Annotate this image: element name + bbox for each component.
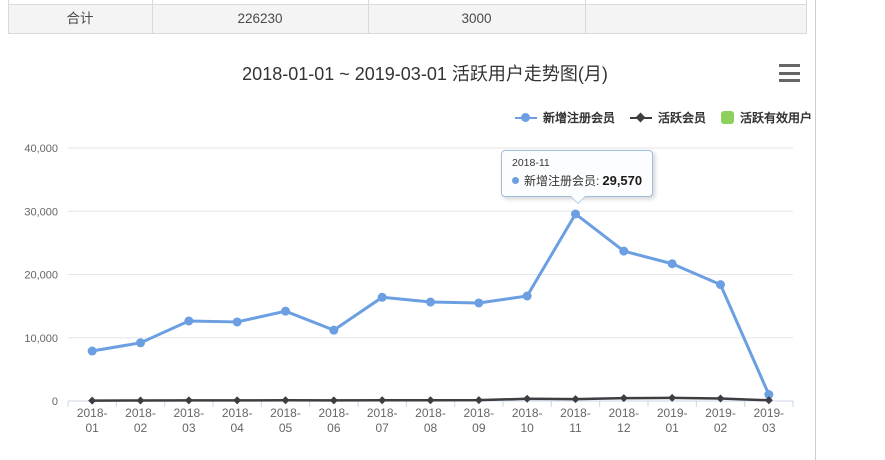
x-axis-label: 2018-07 (367, 406, 398, 435)
hamburger-icon (779, 64, 800, 67)
data-point-活跃会员[interactable] (329, 396, 338, 405)
x-axis-label: 2018-01 (77, 406, 108, 435)
table-border (8, 0, 9, 34)
x-axis-label: 2019-01 (657, 406, 688, 435)
tooltip-value: 29,570 (602, 173, 643, 188)
data-point-新增注册会员[interactable] (184, 316, 194, 326)
data-point-活跃会员[interactable] (571, 395, 580, 404)
legend-item-active-members[interactable]: 活跃会员 (629, 109, 706, 126)
data-point-新增注册会员[interactable] (571, 209, 580, 219)
data-point-活跃会员[interactable] (474, 396, 483, 405)
data-point-活跃会员[interactable] (764, 396, 773, 405)
totals-row-bottom-border (8, 33, 807, 34)
table-border (152, 0, 153, 34)
chart-tooltip: 2018-11 新增注册会员: 29,570 (501, 150, 654, 204)
x-axis-label: 2019-02 (705, 406, 736, 435)
data-point-活跃会员[interactable] (378, 396, 387, 405)
x-axis-label: 2018-02 (125, 406, 156, 435)
data-point-新增注册会员[interactable] (281, 306, 290, 316)
data-point-活跃会员[interactable] (426, 396, 435, 405)
data-point-活跃会员[interactable] (88, 396, 97, 405)
data-point-活跃会员[interactable] (136, 396, 145, 405)
totals-new-members-cell: 226230 (237, 11, 283, 26)
data-point-新增注册会员[interactable] (764, 390, 774, 400)
tooltip-colon: : (596, 173, 600, 188)
hamburger-icon (779, 79, 800, 82)
legend-item-new-members[interactable]: 新增注册会员 (514, 109, 615, 126)
y-axis-label: 20,000 (24, 270, 58, 282)
legend-label: 活跃会员 (657, 111, 706, 125)
y-axis-label: 10,000 (24, 333, 58, 345)
legend-label: 活跃有效用户 (739, 111, 812, 125)
data-point-活跃会员[interactable] (619, 394, 628, 403)
data-point-活跃会员[interactable] (281, 396, 290, 405)
legend-item-active-valid-users[interactable]: 活跃有效用户 (720, 109, 812, 126)
y-axis-label: 0 (52, 396, 58, 408)
square-marker-icon (720, 111, 734, 124)
hamburger-icon (779, 71, 800, 75)
tooltip-header: 2018-11 (512, 157, 550, 169)
data-point-新增注册会员[interactable] (426, 297, 435, 307)
tooltip-series-label: 新增注册会员 (524, 174, 597, 188)
data-point-活跃会员[interactable] (233, 396, 242, 405)
data-point-新增注册会员[interactable] (329, 325, 339, 335)
x-axis-label: 2018-04 (222, 406, 253, 435)
x-axis-label: 2018-08 (415, 406, 446, 435)
table-border (806, 0, 807, 34)
totals-row (9, 5, 806, 33)
data-point-活跃会员[interactable] (523, 394, 532, 403)
x-axis-label: 2018-05 (270, 406, 301, 435)
x-axis-label: 2018-12 (608, 406, 639, 435)
data-point-新增注册会员[interactable] (667, 259, 677, 269)
data-point-新增注册会员[interactable] (136, 338, 145, 348)
page-right-border (815, 0, 816, 460)
legend-label: 新增注册会员 (542, 111, 615, 125)
tooltip-series-dot-icon (512, 177, 519, 184)
data-point-活跃会员[interactable] (668, 393, 677, 402)
totals-active-members-cell: 3000 (461, 11, 492, 26)
x-axis-label: 2018-06 (318, 406, 349, 435)
line-diamond-marker-icon (629, 112, 652, 124)
data-point-新增注册会员[interactable] (87, 346, 97, 356)
data-point-新增注册会员[interactable] (619, 246, 629, 256)
line-circle-marker-icon (514, 112, 537, 124)
totals-row-top-border (8, 4, 807, 5)
export-menu-button[interactable] (779, 63, 801, 82)
x-axis-label: 2018-03 (173, 406, 204, 435)
y-axis-label: 30,000 (24, 206, 58, 218)
chart-title: 2018-01-01 ~ 2019-03-01 活跃用户走势图(月) (242, 64, 608, 84)
data-point-新增注册会员[interactable] (474, 298, 484, 308)
legend: 新增注册会员 活跃会员 活跃有效用户 (514, 109, 812, 126)
y-axis-label: 40,000 (24, 143, 58, 155)
data-point-新增注册会员[interactable] (377, 292, 387, 302)
table-border (368, 0, 369, 34)
data-point-活跃会员[interactable] (716, 394, 725, 403)
data-point-活跃会员[interactable] (184, 396, 193, 405)
data-point-新增注册会员[interactable] (716, 280, 725, 290)
x-axis-label: 2018-11 (560, 406, 591, 435)
x-axis-label: 2018-09 (463, 406, 494, 435)
data-point-新增注册会员[interactable] (522, 291, 532, 301)
x-axis-label: 2019-03 (753, 406, 784, 435)
data-point-新增注册会员[interactable] (232, 317, 242, 327)
totals-label-cell: 合计 (66, 11, 94, 26)
table-border (585, 0, 586, 34)
x-axis-label: 2018-10 (512, 406, 543, 435)
